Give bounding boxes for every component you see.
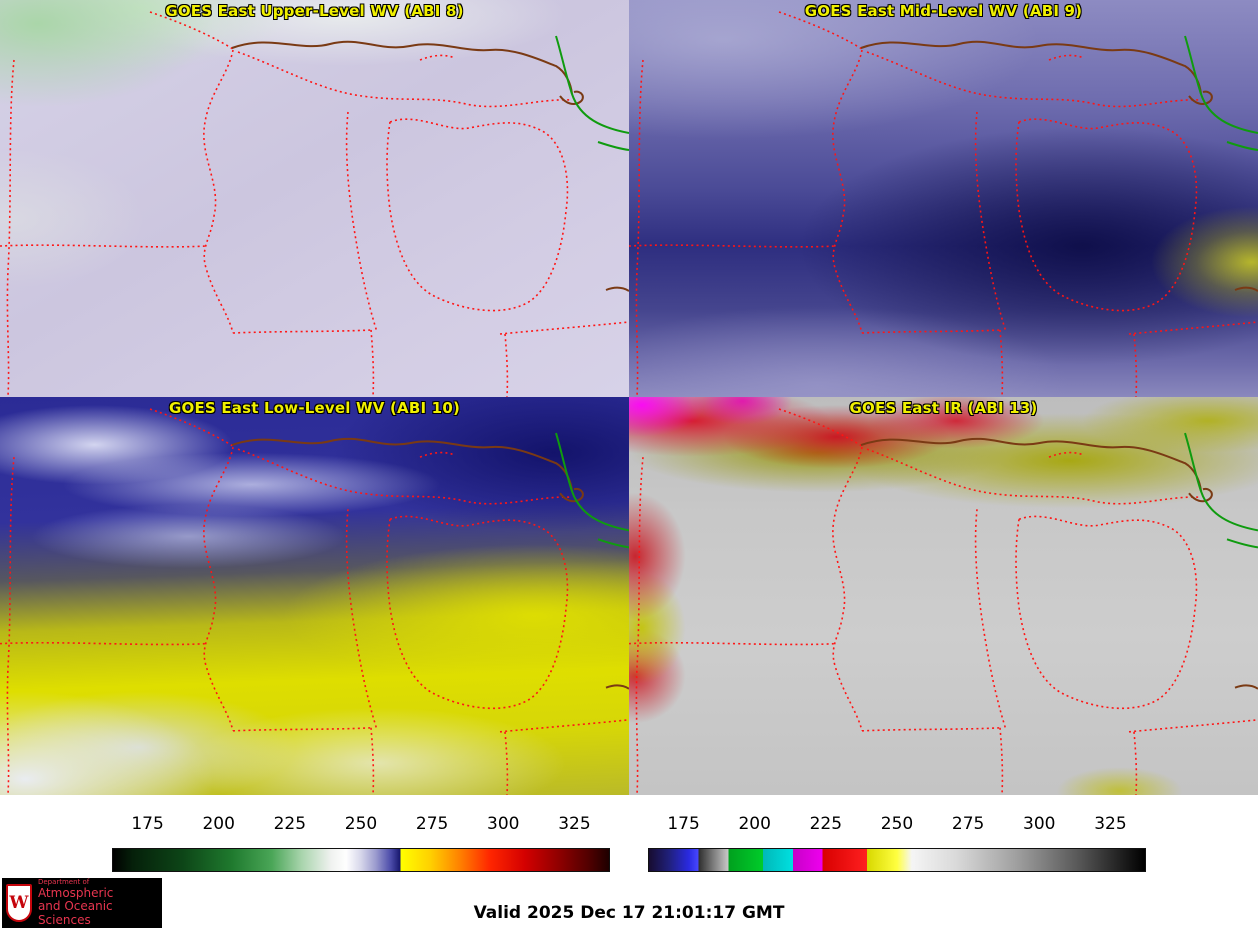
wv-colorbar-gradient	[112, 848, 610, 872]
colorbar-tick-label: 325	[558, 814, 591, 834]
valid-timestamp: Valid 2025 Dec 17 21:01:17 GMT	[473, 903, 785, 923]
uw-crest-icon: W	[6, 884, 32, 922]
ir-colorbar-ticks: 175 200 225 250 275 300 325	[648, 812, 1146, 840]
ir-colorbar-gradient	[648, 848, 1146, 872]
colorbar-tick-label: 300	[1023, 814, 1056, 834]
state-borders-overlay	[629, 11, 1258, 397]
colorbar-tick-label: 200	[738, 814, 771, 834]
colorbar-tick-label: 300	[487, 814, 520, 834]
logo-line-1: Atmospheric	[37, 885, 114, 900]
panel-title-upper-level-wv: GOES East Upper-Level WV (ABI 8)	[165, 2, 464, 20]
panel-title-mid-level-wv: GOES East Mid-Level WV (ABI 9)	[804, 2, 1083, 20]
crest-letter: W	[9, 893, 29, 913]
ir-colorbar: 175 200 225 250 275 300 325	[648, 812, 1146, 874]
colorbar-tick-label: 175	[131, 814, 164, 834]
colorbar-tick-label: 175	[667, 814, 700, 834]
colorbar-tick-label: 225	[809, 814, 843, 834]
panel-title-low-level-wv: GOES East Low-Level WV (ABI 10)	[168, 399, 461, 417]
panel-title-ir: GOES East IR (ABI 13)	[849, 399, 1038, 417]
panel-ir: GOES East IR (ABI 13)	[629, 397, 1258, 795]
panel-upper-level-wv: GOES East Upper-Level WV (ABI 8)	[0, 0, 629, 397]
uw-aos-logo: W Department of Atmospheric and Oceanic …	[2, 878, 162, 928]
state-borders-overlay	[0, 11, 629, 397]
logo-text: Department of Atmospheric and Oceanic Sc…	[38, 878, 158, 928]
state-borders-overlay	[629, 408, 1258, 795]
colorbar-tick-label: 275	[415, 814, 449, 834]
panel-low-level-wv: GOES East Low-Level WV (ABI 10)	[0, 397, 629, 795]
panel-mid-level-wv: GOES East Mid-Level WV (ABI 9)	[629, 0, 1258, 397]
colorbar-tick-label: 250	[344, 814, 378, 834]
colorbar-tick-label: 225	[273, 814, 307, 834]
logo-line-2: and Oceanic Sciences	[37, 899, 113, 928]
state-borders-overlay	[0, 408, 629, 795]
wv-colorbar-ticks: 175 200 225 250 275 300 325	[112, 812, 610, 840]
colorbar-tick-label: 325	[1094, 814, 1127, 834]
colorbar-tick-label: 250	[880, 814, 914, 834]
wv-colorbar: 175 200 225 250 275 300 325	[112, 812, 610, 874]
logo-dept-line: Department of	[37, 878, 90, 887]
colorbar-tick-label: 275	[951, 814, 985, 834]
colorbar-tick-label: 200	[202, 814, 235, 834]
